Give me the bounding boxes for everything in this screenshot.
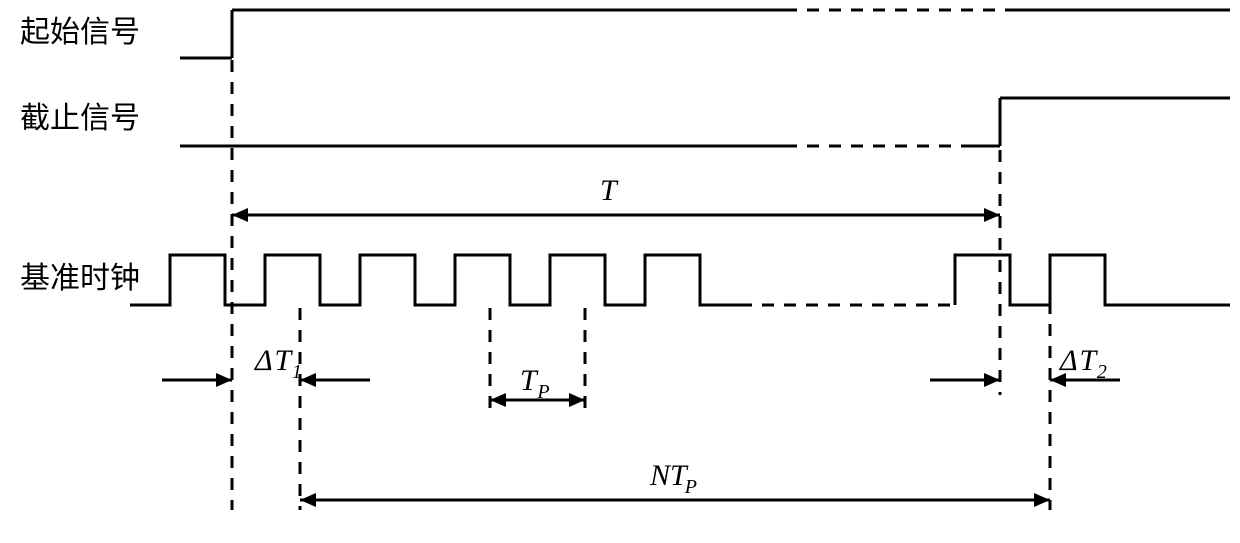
svg-text:T: T	[275, 344, 294, 377]
timing-diagram: 起始信号截止信号基准时钟TΔT1TPΔT2NTP	[0, 0, 1240, 543]
svg-text:2: 2	[1097, 361, 1107, 383]
svg-text:Δ: Δ	[1059, 344, 1078, 377]
svg-text:Δ: Δ	[254, 344, 273, 377]
label-stop-signal: 截止信号	[20, 102, 140, 135]
svg-text:1: 1	[292, 361, 302, 383]
label-reference-clock: 基准时钟	[20, 262, 140, 295]
svg-text:NT: NT	[649, 459, 689, 492]
svg-text:T: T	[1080, 344, 1099, 377]
dim-label: TP	[520, 364, 550, 403]
svg-text:T: T	[600, 174, 619, 207]
dim-label: T	[600, 174, 619, 207]
dim-label: NTP	[649, 459, 697, 498]
svg-text:T: T	[520, 364, 539, 397]
dim-label: ΔT2	[1059, 344, 1107, 383]
dim-label: ΔT1	[254, 344, 302, 383]
clock-right	[955, 255, 1230, 305]
label-start-signal: 起始信号	[20, 16, 140, 49]
svg-text:P: P	[684, 476, 697, 498]
clock-left	[130, 255, 740, 305]
svg-text:P: P	[536, 381, 549, 403]
